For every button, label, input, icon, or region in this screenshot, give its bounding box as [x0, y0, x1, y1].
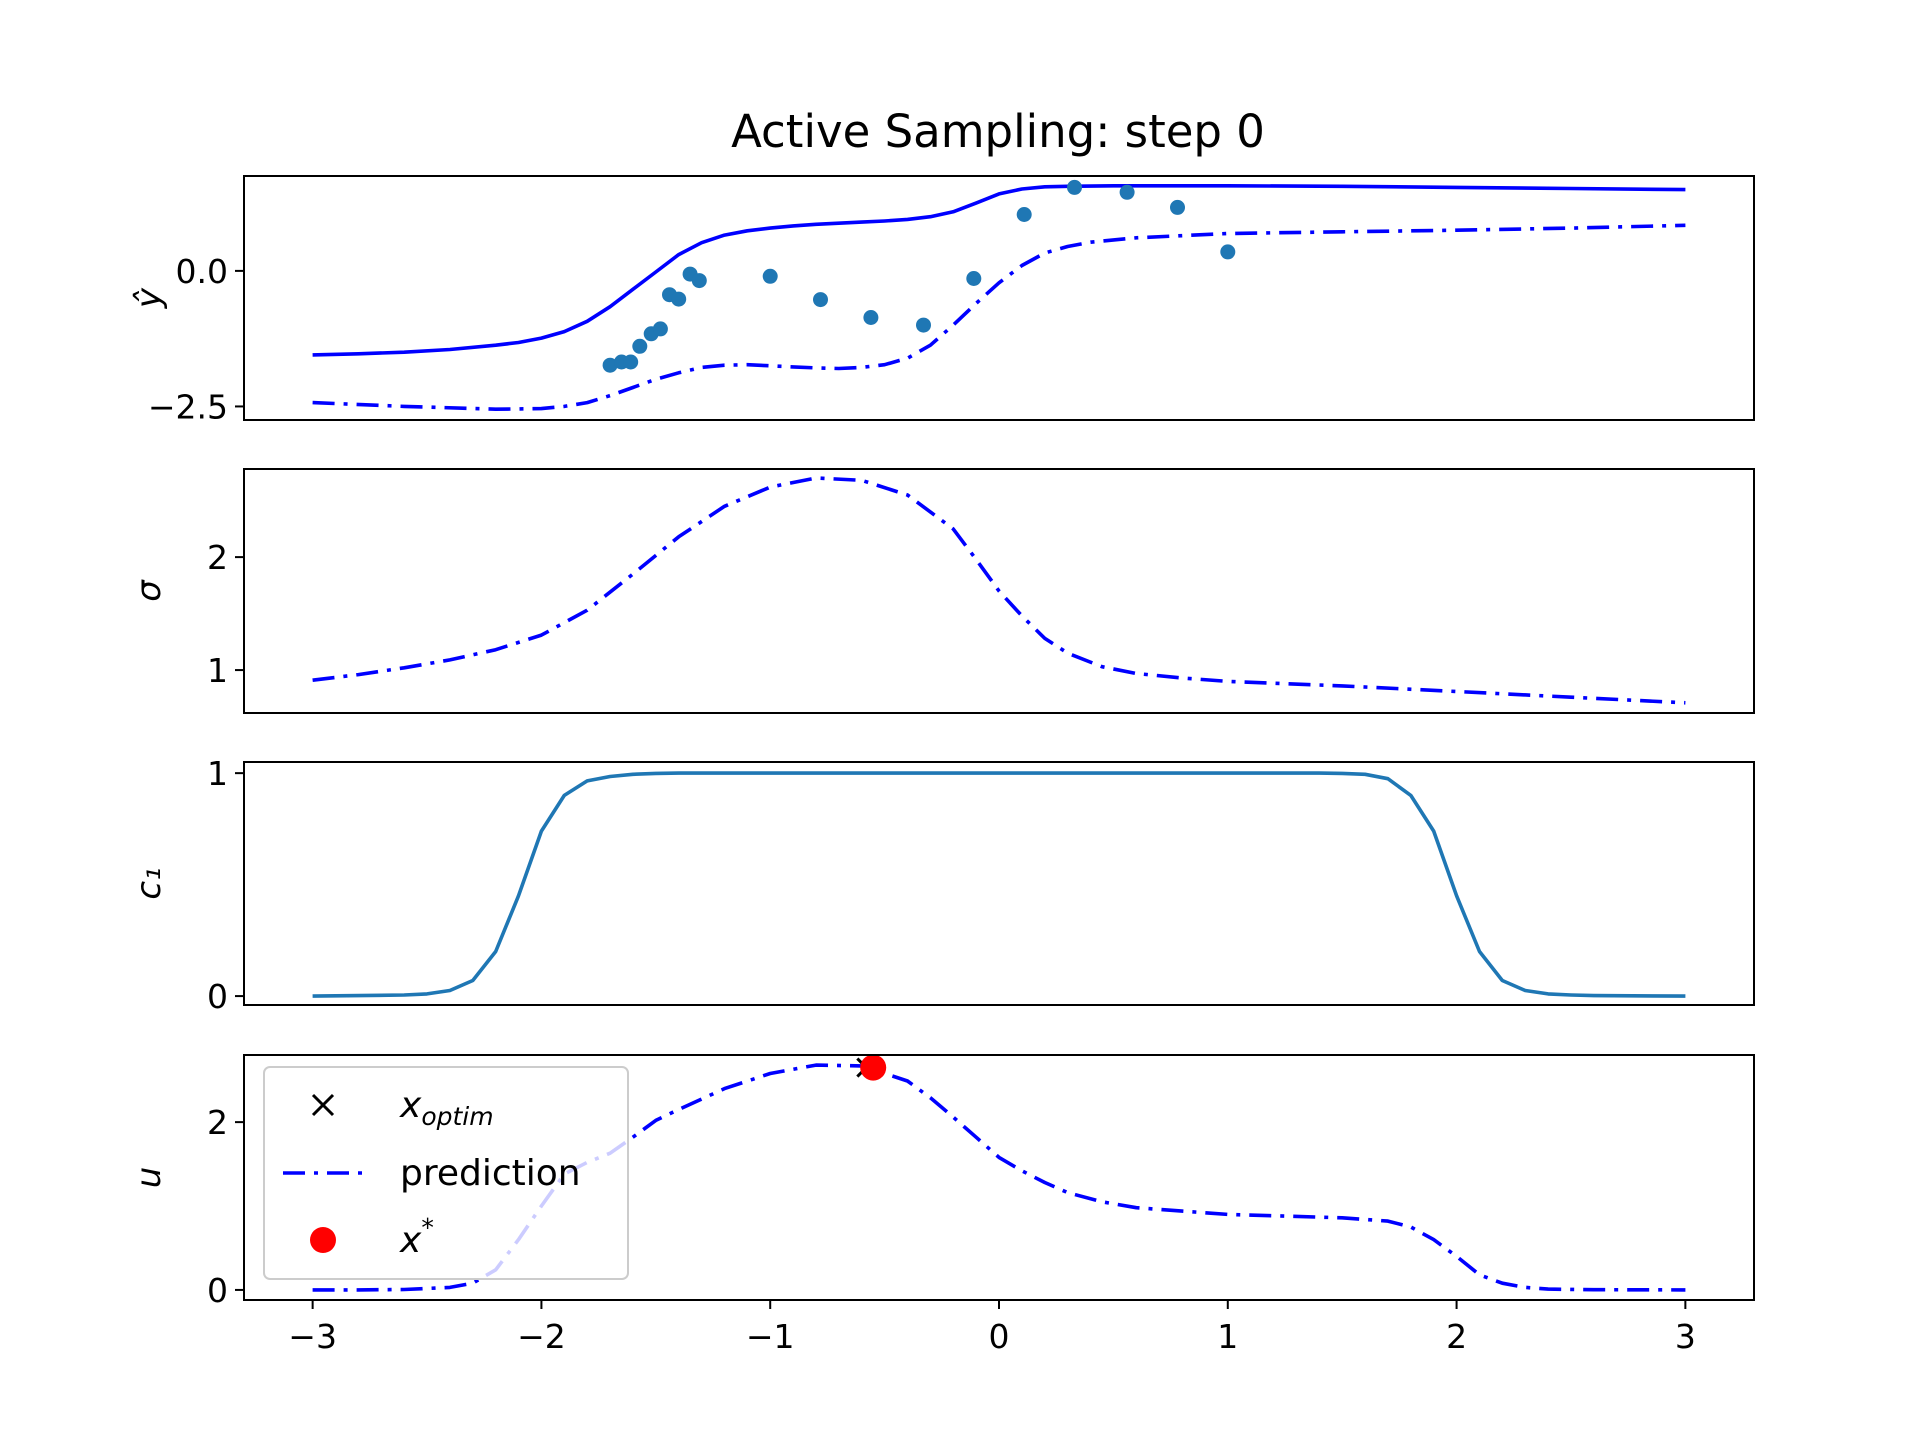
xtick-label-6: 3 [1675, 1317, 1696, 1356]
xtick-label-0: −3 [288, 1317, 337, 1356]
ytick-label-yhat-1: −2.5 [148, 387, 228, 426]
legend-x-optim-sub: optim [421, 1102, 493, 1131]
series-line-sigma-0 [312, 476, 1686, 705]
panel-frame-sigma [243, 468, 1755, 714]
legend-x-star-main: x [399, 1220, 422, 1261]
xtick-label-1: −2 [517, 1317, 566, 1356]
xtick-label-4: 1 [1217, 1317, 1238, 1356]
xtick-label-2: −1 [746, 1317, 795, 1356]
observation-point-2 [623, 354, 639, 370]
legend-box [263, 1066, 629, 1280]
observation-point-14 [966, 271, 982, 286]
observation-point-15 [1016, 207, 1032, 222]
panel-yhat: 0.0 −2.5 ŷ [129, 175, 1755, 426]
ytick-label-c1-1: 1 [207, 754, 228, 793]
observation-point-16 [1067, 179, 1082, 195]
ytick-label-yhat-0: 0.0 [176, 252, 228, 291]
panel-frame-yhat [243, 175, 1755, 421]
panel-c1: 0 1 c₁ [129, 754, 1755, 1016]
xtick-label-3: 0 [989, 1317, 1010, 1356]
legend-x-optim-icon [311, 1093, 335, 1117]
observation-point-7 [671, 291, 687, 307]
legend-label-prediction: prediction [400, 1153, 581, 1194]
observation-point-10 [762, 268, 778, 284]
observation-point-12 [863, 310, 879, 325]
ytick-label-u-0: 0 [207, 1271, 228, 1310]
ytick-label-u-1: 2 [207, 1103, 228, 1142]
x-star-marker [860, 1054, 887, 1081]
observation-point-17 [1119, 184, 1135, 200]
series-line-yhat-1 [312, 223, 1686, 412]
legend-x-optim-main: x [399, 1085, 422, 1126]
panel-frame-c1 [243, 761, 1755, 1006]
ylabel-u: u [129, 1167, 169, 1189]
chart-title: Active Sampling: step 0 [731, 105, 1265, 158]
ytick-label-c1-0: 0 [207, 977, 228, 1016]
observation-point-11 [813, 292, 828, 308]
legend-label-x-star: x* [399, 1213, 434, 1261]
observation-point-13 [916, 317, 931, 333]
legend-x-star-icon [310, 1227, 336, 1253]
ylabel-yhat: ŷ [129, 287, 169, 309]
legend-label-x-optim: xoptim [399, 1085, 494, 1131]
observation-point-5 [652, 321, 668, 337]
observation-point-0 [602, 357, 618, 373]
ylabel-c1: c₁ [129, 867, 169, 899]
observation-point-19 [1220, 244, 1236, 260]
series-line-c1-0 [312, 771, 1686, 998]
legend-x-star-sup: * [421, 1213, 434, 1242]
ytick-label-sigma-0: 1 [207, 651, 228, 690]
ytick-label-sigma-1: 2 [207, 538, 228, 577]
xtick-label-5: 2 [1446, 1317, 1467, 1356]
observation-point-9 [691, 273, 707, 289]
observation-point-18 [1170, 199, 1185, 215]
ylabel-sigma: σ [129, 579, 169, 602]
legend-x-optim-stroke-2 [311, 1093, 335, 1117]
observation-point-3 [632, 338, 648, 354]
panel-sigma: 1 2 σ [129, 468, 1755, 714]
